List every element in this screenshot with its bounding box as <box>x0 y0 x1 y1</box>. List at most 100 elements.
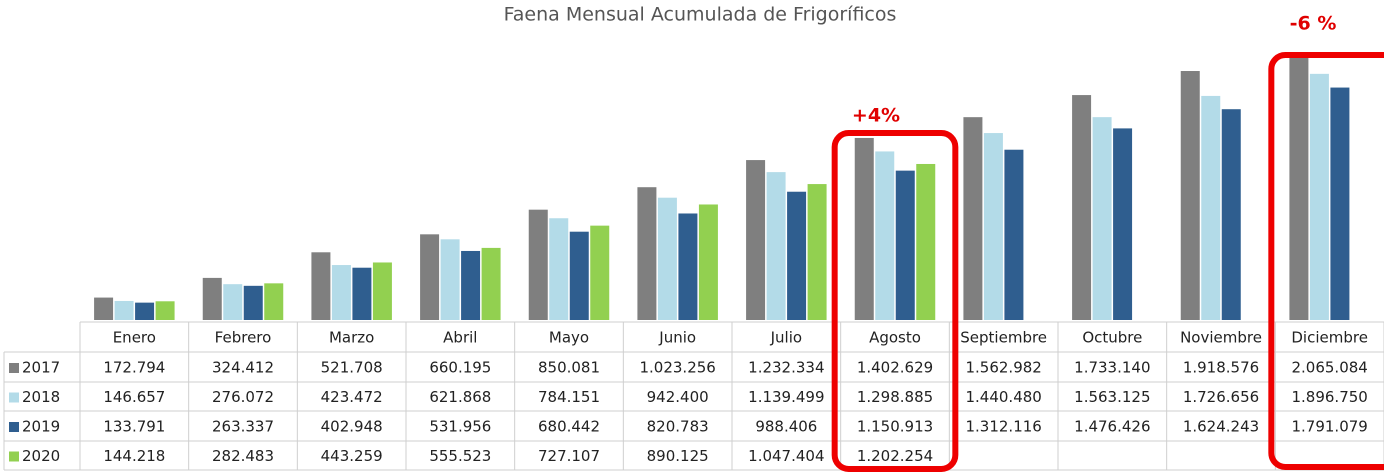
bar <box>420 234 440 320</box>
table-cell: 555.523 <box>429 447 491 465</box>
bar <box>94 297 114 320</box>
bar <box>983 133 1003 320</box>
table-cell: 1.624.243 <box>1183 418 1259 436</box>
x-tick-label: Mayo <box>549 329 589 347</box>
highlight-box <box>1268 52 1384 470</box>
legend-label: 2020 <box>22 447 60 465</box>
table-cell: 1.563.125 <box>1074 388 1150 406</box>
bar <box>1201 95 1221 320</box>
table-cell: 680.442 <box>538 418 600 436</box>
bar <box>1180 71 1200 320</box>
legend-label: 2018 <box>22 388 60 406</box>
bar <box>114 300 134 320</box>
table-cell: 1.202.254 <box>857 447 933 465</box>
bar <box>202 277 222 320</box>
table-cell: 1.562.982 <box>965 359 1041 377</box>
table-cell: 727.107 <box>538 447 600 465</box>
bar <box>352 267 372 320</box>
bar <box>875 151 895 320</box>
bar <box>223 284 243 320</box>
bar <box>916 163 936 320</box>
table-cell: 1.726.656 <box>1183 388 1259 406</box>
bar <box>637 187 657 320</box>
legend-key <box>9 451 19 462</box>
bar <box>1072 95 1092 320</box>
table-cell: 1.733.140 <box>1074 359 1150 377</box>
x-tick-label: Enero <box>113 329 156 347</box>
legend-label: 2017 <box>22 359 60 377</box>
x-tick-label: Octubre <box>1082 329 1142 347</box>
table-cell: 1.791.079 <box>1291 418 1367 436</box>
table-cell: 402.948 <box>321 418 383 436</box>
bar <box>1004 149 1024 320</box>
legend-key <box>9 422 19 432</box>
table-cell: 146.657 <box>103 388 165 406</box>
table-cell: 621.868 <box>429 388 491 406</box>
bar <box>481 247 501 320</box>
bar <box>657 197 677 320</box>
bar <box>854 137 874 320</box>
chart-title: Faena Mensual Acumulada de Frigoríficos <box>504 4 897 26</box>
bar <box>1092 117 1112 320</box>
bar <box>746 160 766 320</box>
bar <box>1309 73 1329 320</box>
table-cell: 850.081 <box>538 359 600 377</box>
bar <box>787 191 807 320</box>
table-cell: 276.072 <box>212 388 274 406</box>
table-cell: 1.047.404 <box>748 447 824 465</box>
table-cell: 324.412 <box>212 359 274 377</box>
x-tick-label: Diciembre <box>1291 329 1368 347</box>
table-cell: 531.956 <box>429 418 491 436</box>
x-tick-label: Abril <box>443 329 477 347</box>
bar <box>155 301 175 320</box>
table-cell: 263.337 <box>212 418 274 436</box>
bar <box>1289 52 1309 320</box>
x-tick-label: Marzo <box>329 329 374 347</box>
table-cell: 1.298.885 <box>857 388 933 406</box>
bar <box>1330 87 1350 320</box>
bar <box>549 218 569 320</box>
table-cell: 1.440.480 <box>965 388 1041 406</box>
bar <box>528 209 548 320</box>
bar <box>895 170 915 320</box>
table-cell: 443.259 <box>321 447 383 465</box>
table-cell: 820.783 <box>647 418 709 436</box>
bar <box>461 250 481 320</box>
table-cell: 1.139.499 <box>748 388 824 406</box>
bar <box>440 239 460 320</box>
x-tick-label: Junio <box>658 329 696 347</box>
bar <box>698 204 718 320</box>
table-cell: 1.896.750 <box>1291 388 1367 406</box>
x-tick-label: Febrero <box>215 329 272 347</box>
table-cell: 660.195 <box>429 359 491 377</box>
bar <box>1221 109 1241 320</box>
bar <box>311 252 331 320</box>
table-cell: 1.312.116 <box>965 418 1041 436</box>
table-cell: 172.794 <box>103 359 165 377</box>
bar <box>963 117 983 320</box>
table-cell: 1.150.913 <box>857 418 933 436</box>
table-cell: 521.708 <box>321 359 383 377</box>
bar <box>1113 128 1133 320</box>
bar <box>264 283 284 320</box>
table-cell: 133.791 <box>103 418 165 436</box>
legend-key <box>9 392 19 403</box>
table-cell: 1.023.256 <box>639 359 715 377</box>
table-cell: 1.402.629 <box>857 359 933 377</box>
bar <box>678 213 698 320</box>
table-cell: 890.125 <box>647 447 709 465</box>
legend-key <box>9 363 19 373</box>
table-cell: 1.476.426 <box>1074 418 1150 436</box>
table-cell: 1.232.334 <box>748 359 824 377</box>
bar <box>569 231 589 320</box>
annotation: -6 % <box>1290 13 1337 35</box>
bar <box>372 262 392 320</box>
x-tick-label: Agosto <box>869 329 921 347</box>
annotation: +4% <box>852 105 900 127</box>
legend-label: 2019 <box>22 418 60 436</box>
highlight-box <box>831 130 959 472</box>
x-tick-label: Julio <box>770 329 802 347</box>
table-cell: 988.406 <box>755 418 817 436</box>
table-cell: 784.151 <box>538 388 600 406</box>
table-cell: 144.218 <box>103 447 165 465</box>
